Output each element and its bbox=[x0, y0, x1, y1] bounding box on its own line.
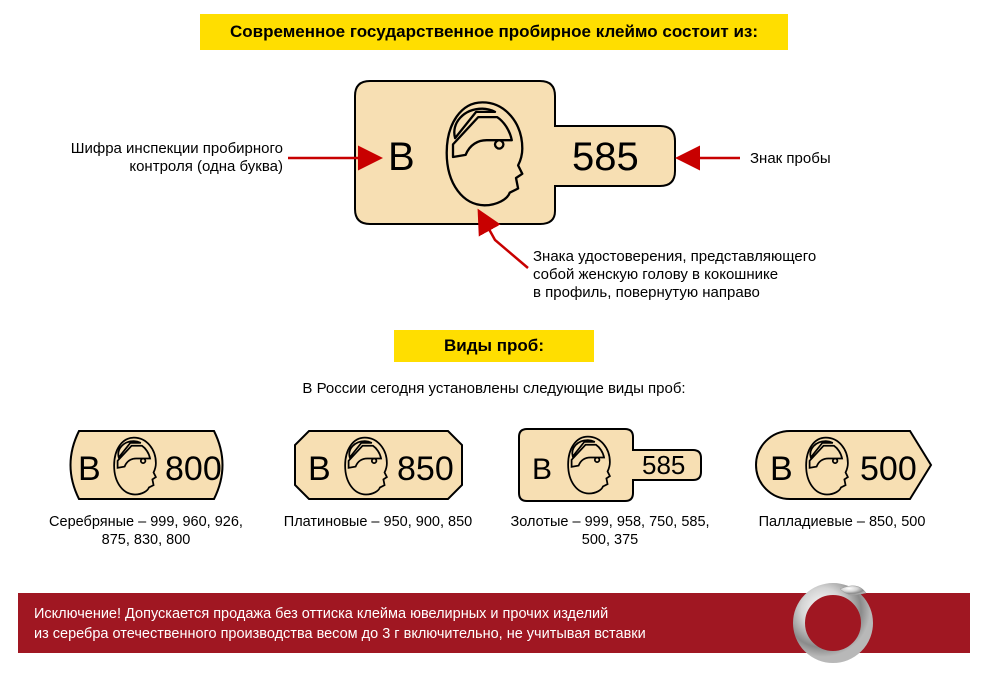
stamp-label: Палладиевые – 850, 500 bbox=[737, 513, 947, 531]
stamp-label: Золотые – 999, 958, 750, 585, 500, 375 bbox=[505, 513, 715, 549]
title-bar-2: Виды проб: bbox=[394, 330, 594, 362]
annotation-bottom: Знака удостоверения, представляющегособо… bbox=[533, 248, 863, 302]
svg-text:585: 585 bbox=[642, 450, 685, 480]
main-stamp-number: 585 bbox=[572, 135, 639, 179]
svg-text:В: В bbox=[770, 450, 793, 488]
stamps-row: В 800 Серебряные – 999, 960, 926,875, 83… bbox=[0, 425, 988, 549]
annotation-right: Знак пробы bbox=[750, 150, 831, 168]
subtitle: В России сегодня установлены следующие в… bbox=[0, 380, 988, 397]
svg-text:В: В bbox=[532, 453, 552, 486]
main-stamp-letter: В bbox=[388, 135, 415, 179]
svg-text:В: В bbox=[308, 450, 331, 488]
ring-icon bbox=[788, 575, 878, 665]
svg-text:800: 800 bbox=[165, 450, 222, 488]
svg-text:В: В bbox=[78, 450, 101, 488]
main-hallmark-diagram: В 585 bbox=[350, 76, 680, 226]
stamp-gold: В 585 Золотые – 999, 958, 750, 585, 500,… bbox=[505, 425, 715, 549]
svg-text:850: 850 bbox=[397, 450, 454, 488]
annotation-left: Шифра инспекции пробирногоконтроля (одна… bbox=[28, 140, 283, 176]
svg-text:500: 500 bbox=[860, 450, 917, 488]
stamp-label: Серебряные – 999, 960, 926,875, 830, 800 bbox=[41, 513, 251, 549]
stamp-palladium: В 500 Палладиевые – 850, 500 bbox=[737, 425, 947, 549]
stamp-label: Платиновые – 950, 900, 850 bbox=[273, 513, 483, 531]
title-bar-1: Современное государственное пробирное кл… bbox=[200, 14, 788, 50]
stamp-silver: В 800 Серебряные – 999, 960, 926,875, 83… bbox=[41, 425, 251, 549]
stamp-platinum: В 850 Платиновые – 950, 900, 850 bbox=[273, 425, 483, 549]
